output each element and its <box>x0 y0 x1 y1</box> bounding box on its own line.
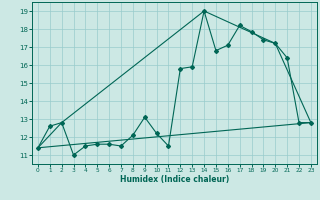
X-axis label: Humidex (Indice chaleur): Humidex (Indice chaleur) <box>120 175 229 184</box>
